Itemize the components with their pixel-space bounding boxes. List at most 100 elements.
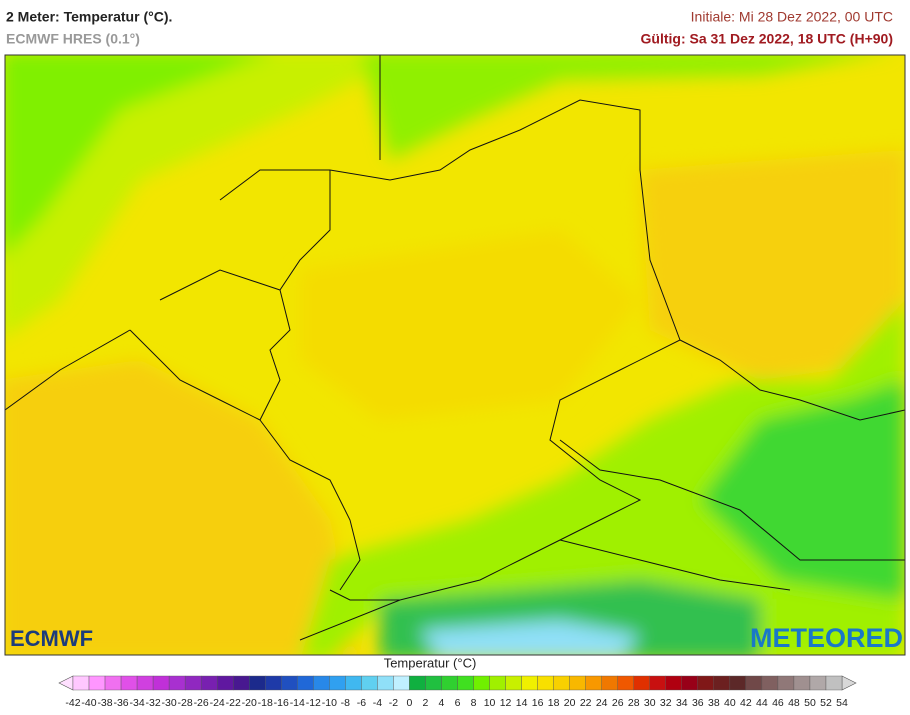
colorbar-bin	[521, 675, 538, 691]
colorbar-bin	[441, 675, 458, 691]
colorbar-tick-label: -2	[389, 697, 398, 709]
colorbar-tick-label: 6	[455, 697, 461, 709]
colorbar-bin	[72, 675, 90, 691]
colorbar-tick-label: 4	[439, 697, 445, 709]
colorbar-tick-label: -12	[306, 697, 321, 709]
colorbar-tick-label: 52	[820, 697, 832, 709]
colorbar-bin	[184, 675, 202, 691]
colorbar-bin	[745, 675, 763, 691]
colorbar-bin	[377, 675, 394, 691]
colorbar-tick-label: -8	[341, 697, 350, 709]
colorbar-bin	[793, 675, 811, 691]
colorbar-bin	[297, 675, 314, 691]
colorbar-bin	[104, 675, 122, 691]
colorbar-bin	[681, 675, 699, 691]
colorbar-bin	[633, 675, 650, 691]
colorbar-tick-label: -30	[162, 697, 177, 709]
colorbar-tick-label: -14	[290, 697, 305, 709]
colorbar-bin	[457, 675, 474, 691]
colorbar-bin	[777, 675, 795, 691]
colorbar-tick-label: -24	[210, 697, 225, 709]
colorbar-bin	[585, 675, 602, 691]
colorbar-bin	[120, 675, 138, 691]
colorbar-tick-label: -10	[322, 697, 337, 709]
colorbar-tick-label: 36	[692, 697, 704, 709]
colorbar-tick-label: 32	[660, 697, 672, 709]
colorbar-bin	[152, 675, 170, 691]
ecmwf-logo: ECMWF	[10, 626, 93, 651]
borders	[5, 55, 905, 641]
colorbar-bin	[425, 675, 442, 691]
colorbar-tick-label: 30	[644, 697, 656, 709]
colorbar-bin	[216, 675, 234, 691]
meteored-logo: METEORED	[750, 623, 903, 653]
colorbar-tick-label: 14	[516, 697, 528, 709]
colorbar-bin	[649, 675, 666, 691]
colorbar-tick-label: -22	[226, 697, 241, 709]
colorbar-tick-label: 16	[532, 697, 544, 709]
colorbar-tick-label: -16	[274, 697, 289, 709]
colorbar-tick-label: -34	[129, 697, 144, 709]
colorbar-tick-label: 2	[423, 697, 429, 709]
colorbar-tick-label: 22	[580, 697, 592, 709]
colorbar-bin	[825, 675, 843, 691]
colorbar-tick-label: 8	[471, 697, 477, 709]
colorbar-tick-label: -40	[81, 697, 96, 709]
colorbar-tick-label: -36	[113, 697, 128, 709]
colorbar-bin	[249, 675, 266, 691]
colorbar-bin	[361, 675, 378, 691]
colorbar-tick-label: 40	[724, 697, 736, 709]
colorbar-tick-label: 26	[612, 697, 624, 709]
colorbar-bin	[281, 675, 298, 691]
colorbar-tick-label: 50	[804, 697, 816, 709]
valid-time: Gültig: Sa 31 Dez 2022, 18 UTC (H+90)	[641, 31, 893, 47]
colorbar-bin	[200, 675, 218, 691]
colorbar-bin	[489, 675, 506, 691]
colorbar-bin	[329, 675, 346, 691]
colorbar-tick-label: 54	[836, 697, 848, 709]
model-name: ECMWF HRES (0.1°)	[6, 31, 140, 47]
colorbar-tick-label: 28	[628, 697, 640, 709]
colorbar-tick-label: -28	[178, 697, 193, 709]
colorbar-tick-label: -6	[357, 697, 366, 709]
colorbar-bin	[393, 675, 410, 691]
colorbar-bin	[713, 675, 731, 691]
colorbar-bin	[601, 675, 618, 691]
colorbar-bin	[617, 675, 634, 691]
colorbar-tick-label: 12	[500, 697, 512, 709]
colorbar-bin	[313, 675, 330, 691]
colorbar-bin	[809, 675, 827, 691]
colorbar-bin	[88, 675, 106, 691]
colorbar-bin	[473, 675, 490, 691]
colorbar-tick-label: 46	[772, 697, 784, 709]
colorbar-over	[841, 675, 857, 691]
colorbar-tick-label: -32	[146, 697, 161, 709]
colorbar: -42 -40 -38 -36 -34 -32 -30 -28 -26 -24 -22 -20 -18-…	[58, 675, 857, 709]
colorbar-tick-label: 24	[596, 697, 608, 709]
colorbar-bin	[409, 675, 426, 691]
colorbar-tick-label: 34	[676, 697, 688, 709]
legend-title: Temperatur (°C)	[384, 655, 477, 670]
colorbar-tick-label: 20	[564, 697, 576, 709]
colorbar-tick-label: -42	[65, 697, 80, 709]
colorbar-bin	[233, 675, 250, 691]
map: ECMWF METEORED	[5, 55, 905, 655]
colorbar-bin	[136, 675, 154, 691]
colorbar-bin	[265, 675, 282, 691]
colorbar-bin	[168, 675, 186, 691]
colorbar-tick-label: 10	[484, 697, 496, 709]
map-frame	[4, 54, 906, 656]
colorbar-bin	[537, 675, 554, 691]
colorbar-tick-label: 38	[708, 697, 720, 709]
colorbar-tick-label: -4	[373, 697, 382, 709]
colorbar-bin	[505, 675, 522, 691]
colorbar-bin	[569, 675, 586, 691]
colorbar-bin	[729, 675, 747, 691]
colorbar-tick-label: -38	[97, 697, 112, 709]
colorbar-bin	[761, 675, 779, 691]
colorbar-bin	[345, 675, 362, 691]
colorbar-bin	[697, 675, 715, 691]
colorbar-bin	[553, 675, 570, 691]
